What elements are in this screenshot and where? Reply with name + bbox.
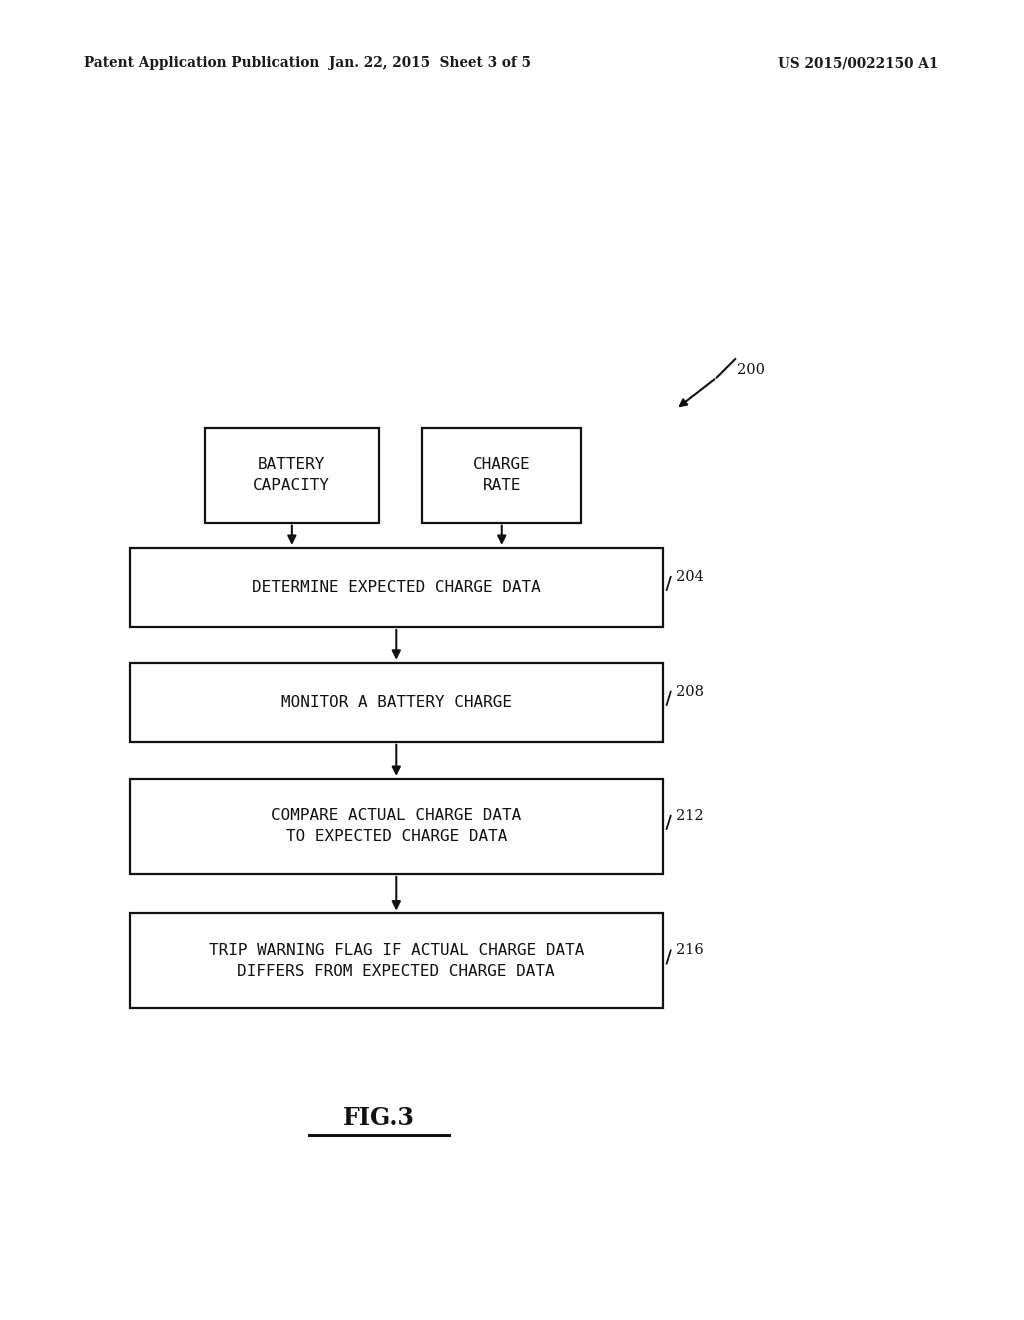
- Bar: [130, 913, 663, 1008]
- Text: US 2015/0022150 A1: US 2015/0022150 A1: [778, 57, 939, 70]
- Text: 212: 212: [676, 809, 703, 822]
- Text: BATTERY
CAPACITY: BATTERY CAPACITY: [253, 457, 331, 494]
- Text: TRIP WARNING FLAG IF ACTUAL CHARGE DATA
DIFFERS FROM EXPECTED CHARGE DATA: TRIP WARNING FLAG IF ACTUAL CHARGE DATA …: [209, 942, 584, 979]
- Bar: [130, 663, 663, 742]
- Text: DETERMINE EXPECTED CHARGE DATA: DETERMINE EXPECTED CHARGE DATA: [252, 579, 541, 595]
- Text: Jan. 22, 2015  Sheet 3 of 5: Jan. 22, 2015 Sheet 3 of 5: [329, 57, 531, 70]
- Text: 200: 200: [737, 363, 765, 376]
- Bar: [130, 779, 663, 874]
- Text: 208: 208: [676, 685, 703, 698]
- Text: Patent Application Publication: Patent Application Publication: [84, 57, 319, 70]
- Text: 204: 204: [676, 570, 703, 583]
- Text: COMPARE ACTUAL CHARGE DATA
TO EXPECTED CHARGE DATA: COMPARE ACTUAL CHARGE DATA TO EXPECTED C…: [271, 808, 521, 845]
- Bar: [130, 548, 663, 627]
- Text: CHARGE
RATE: CHARGE RATE: [473, 457, 530, 494]
- Bar: [205, 428, 379, 523]
- Text: MONITOR A BATTERY CHARGE: MONITOR A BATTERY CHARGE: [281, 694, 512, 710]
- Text: FIG.3: FIG.3: [343, 1106, 415, 1130]
- Bar: [422, 428, 582, 523]
- Text: 216: 216: [676, 944, 703, 957]
